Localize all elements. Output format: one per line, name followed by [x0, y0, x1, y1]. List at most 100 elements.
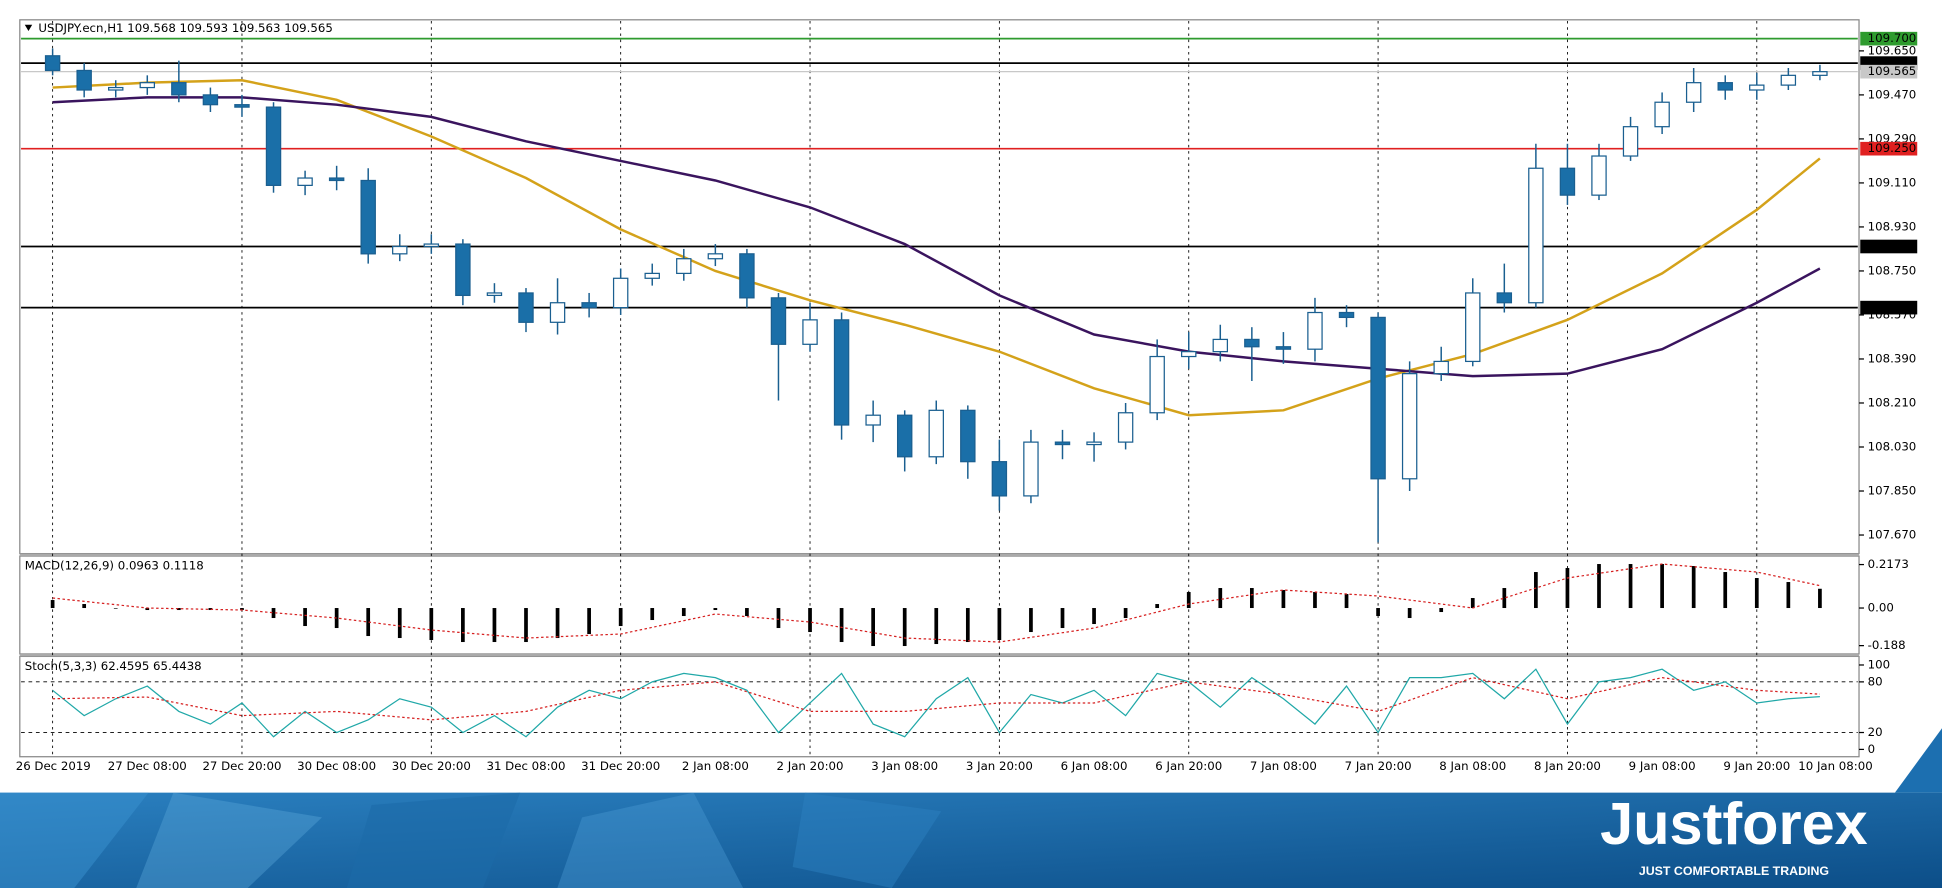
macd-bar — [1313, 592, 1317, 609]
frames — [19, 19, 1860, 758]
candle-body — [171, 82, 187, 96]
y-tick-label: 108.210 — [1868, 395, 1917, 409]
level-label: 108.850 — [1868, 239, 1917, 253]
candle-body — [44, 55, 61, 72]
x-tick-label: 31 Dec 08:00 — [486, 759, 565, 773]
candle-body — [1528, 167, 1544, 304]
candle-body — [1023, 441, 1039, 497]
y-tick-label: 109.470 — [1868, 87, 1917, 101]
x-tick-label: 8 Jan 08:00 — [1439, 759, 1506, 773]
macd-bar — [1060, 608, 1065, 629]
candle-body — [455, 243, 471, 297]
macd-bar — [1723, 572, 1728, 609]
candle-body — [1275, 346, 1292, 350]
macd-bar — [50, 600, 55, 609]
banner-bg — [0, 792, 1942, 888]
macd-bar — [208, 608, 213, 611]
candle-body — [1307, 311, 1323, 350]
macd-bar — [1249, 588, 1254, 609]
candle-body — [581, 302, 597, 309]
x-tick-label: 6 Jan 20:00 — [1155, 759, 1222, 773]
brand-name: Justforex — [1600, 790, 1868, 857]
candle-body — [1591, 155, 1607, 196]
candle-body — [1433, 360, 1449, 375]
level-label-bg — [1860, 300, 1918, 315]
candle-body — [739, 253, 755, 299]
y-tick-label: 100 — [1868, 657, 1890, 671]
macd-bar — [113, 608, 118, 609]
macd-bar — [1818, 588, 1822, 609]
candle-body — [928, 409, 944, 458]
macd-bar — [303, 608, 307, 627]
macd-bar — [524, 608, 528, 643]
macd-bar — [1155, 604, 1160, 609]
candle-body — [1212, 338, 1229, 353]
stoch-signal — [52, 677, 1820, 721]
macd-bar — [681, 608, 686, 617]
candle-body — [392, 245, 408, 255]
y-tick-label: 109.650 — [1868, 43, 1917, 57]
macd-bar — [1597, 564, 1601, 609]
level-label-bg — [1860, 64, 1918, 79]
banner-shape — [557, 792, 744, 888]
y-tick-label: 80 — [1868, 674, 1883, 688]
macd-bar — [1218, 588, 1223, 609]
y-tick-label: 108.030 — [1868, 439, 1917, 453]
candle-body — [1086, 441, 1102, 446]
macd-bar — [1029, 608, 1033, 633]
macd-bar — [240, 608, 244, 611]
candle-body — [1244, 338, 1260, 348]
macd-title: MACD(12,26,9) 0.0963 0.1118 — [25, 558, 204, 572]
banner-shape — [0, 792, 149, 888]
banner: Justforex JUST COMFORTABLE TRADING — [0, 728, 1942, 888]
macd-bar — [1186, 592, 1191, 609]
price-title: USDJPY.ecn,H1 109.568 109.593 109.563 10… — [38, 21, 332, 35]
y-tick-label: 20 — [1868, 725, 1883, 739]
macd-bar — [1786, 582, 1791, 609]
macd-bar — [1565, 568, 1570, 609]
candle-body — [612, 277, 629, 309]
candle-body — [1685, 82, 1702, 103]
candle-body — [896, 414, 913, 458]
banner-shape — [792, 792, 942, 888]
macd-bar — [871, 608, 876, 647]
candle-body — [76, 69, 92, 91]
macd-bar — [82, 604, 87, 609]
candle-body — [707, 253, 724, 260]
candle-body — [549, 302, 566, 323]
macd-bar — [1660, 564, 1664, 609]
x-tick-label: 27 Dec 08:00 — [108, 759, 187, 773]
macd-bar — [587, 608, 591, 635]
x-tick-label: 9 Jan 20:00 — [1723, 759, 1790, 773]
macd-bar — [366, 608, 371, 637]
candle-body — [1338, 311, 1355, 319]
candle-body — [234, 104, 250, 108]
macd-bar — [1691, 566, 1696, 609]
candle-body — [108, 86, 124, 91]
x-tick-label: 3 Jan 08:00 — [871, 759, 938, 773]
candle-body — [1149, 355, 1165, 414]
banner-shape — [136, 792, 323, 888]
candle-body — [297, 177, 313, 186]
candle-body — [676, 258, 692, 275]
moving-average — [52, 96, 1821, 378]
x-tick-label: 27 Dec 20:00 — [202, 759, 281, 773]
x-tick-label: 6 Jan 08:00 — [1061, 759, 1128, 773]
candle-body — [960, 409, 976, 463]
candle-body — [865, 414, 881, 426]
candle-body — [1370, 316, 1386, 480]
candle-body — [1117, 412, 1134, 443]
macd-bar — [1092, 608, 1096, 625]
y-tick-label: 107.670 — [1868, 528, 1917, 542]
macd-bar — [1502, 588, 1507, 609]
x-tick-label: 31 Dec 20:00 — [581, 759, 660, 773]
x-tick-label: 7 Jan 08:00 — [1250, 759, 1317, 773]
level-label: 109.250 — [1868, 141, 1917, 155]
level-label-bg — [1860, 141, 1918, 156]
y-tick-label: 107.850 — [1868, 484, 1917, 498]
macd-bar — [1344, 594, 1349, 609]
macd-bar — [145, 608, 150, 611]
candle-body — [1780, 74, 1797, 86]
x-tick-label: 30 Dec 08:00 — [297, 759, 376, 773]
